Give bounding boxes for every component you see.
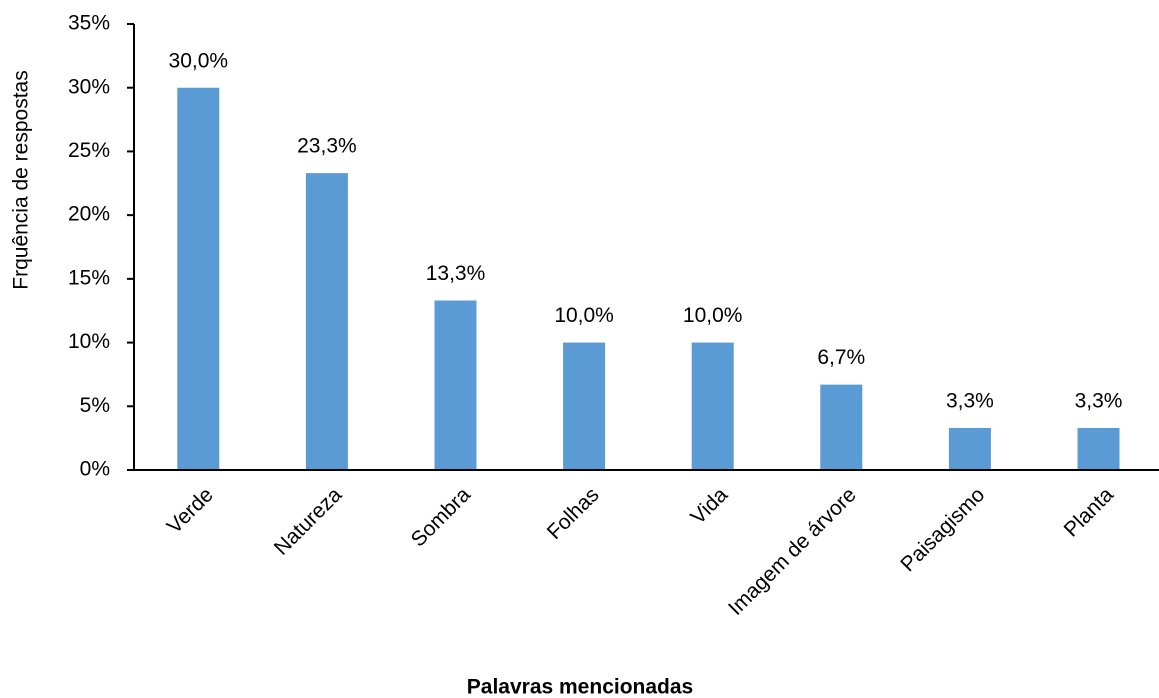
- bar: [177, 87, 220, 470]
- y-tick-label: 5%: [80, 394, 110, 417]
- y-tick-label: 15%: [68, 266, 110, 289]
- y-tick-label: 20%: [68, 203, 110, 226]
- x-tick-label: Vida: [686, 483, 732, 529]
- data-label: 3,3%: [1075, 389, 1123, 412]
- data-label: 13,3%: [426, 262, 486, 285]
- bar: [691, 342, 734, 470]
- data-label: 23,3%: [297, 135, 357, 158]
- bar: [305, 173, 348, 470]
- x-tick-label: Imagem de árvore: [724, 483, 861, 620]
- y-tick-label: 30%: [68, 75, 110, 98]
- x-tick-label: Planta: [1060, 483, 1119, 542]
- y-tick-label: 25%: [68, 139, 110, 162]
- data-label: 30,0%: [169, 49, 229, 72]
- bar: [820, 384, 863, 470]
- y-tick-label: 10%: [68, 330, 110, 353]
- y-tick-label: 35%: [68, 12, 110, 35]
- bar: [563, 342, 606, 470]
- x-tick-label: Paisagismo: [896, 483, 989, 576]
- bar: [434, 300, 477, 470]
- x-tick-label: Natureza: [270, 483, 347, 560]
- y-axis-label: Frquência de respostas: [10, 70, 33, 289]
- data-label: 3,3%: [946, 389, 994, 412]
- bar: [1077, 427, 1120, 470]
- x-tick-label: Sombra: [407, 483, 475, 551]
- bar: [948, 427, 991, 470]
- x-tick-label: Folhas: [543, 483, 604, 544]
- y-tick-label: 0%: [80, 458, 110, 481]
- data-label: 10,0%: [683, 304, 743, 327]
- data-label: 6,7%: [817, 346, 865, 369]
- x-axis-label: Palavras mencionadas: [467, 676, 693, 698]
- data-label: 10,0%: [554, 304, 614, 327]
- x-tick-label: Verde: [163, 483, 218, 538]
